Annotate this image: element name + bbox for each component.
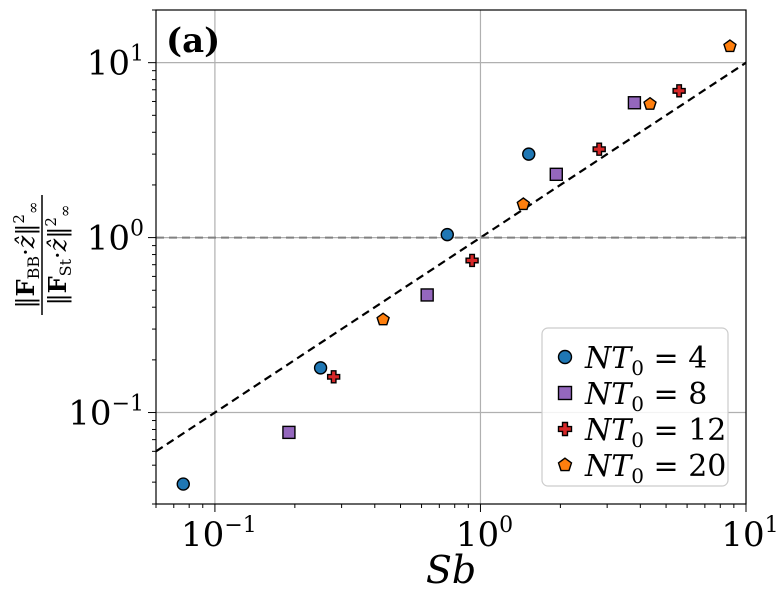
panel-label: (a) (166, 21, 220, 61)
y-axis-title: ‖FBB·ẑ‖2∞ ‖FSt·ẑ‖2∞ (10, 195, 75, 315)
plot-frame (155, 9, 747, 505)
data-point-series-3 (465, 253, 479, 268)
reference-lines (155, 61, 747, 453)
legend-marker-3 (557, 421, 573, 437)
legend-marker-1 (557, 349, 573, 365)
data-point-series-2 (549, 167, 563, 182)
data-point-series-4 (376, 312, 390, 326)
y-tick-label: 101 (87, 42, 144, 84)
data-point-series-2 (420, 288, 434, 302)
data-point-series-4 (643, 96, 657, 110)
data-point-series-2 (282, 425, 296, 440)
data-point-series-1 (313, 361, 328, 375)
x-axis-title: Sb (426, 548, 476, 592)
data-point-series-4 (723, 39, 737, 53)
identity-line (155, 61, 747, 453)
y-axis-title-numerator: ‖FBB·ẑ‖2∞ (10, 202, 43, 309)
legend-marker-4 (557, 457, 573, 472)
data-point-series-1 (440, 227, 454, 242)
data-point-series-3 (672, 84, 686, 98)
legend-label-1: NT0 = 4 (584, 341, 707, 380)
legend-box (541, 327, 729, 487)
y-tick-label: 100 (87, 217, 144, 259)
legend-label-3: NT0 = 12 (584, 413, 726, 452)
data-point-series-3 (326, 370, 341, 384)
data-points (176, 39, 737, 491)
data-point-series-4 (516, 197, 531, 211)
data-point-series-3 (592, 142, 606, 156)
x-tick-label: 10−1 (181, 513, 257, 555)
y-axis-title-denominator: ‖FSt·ẑ‖2∞ (42, 205, 75, 306)
x-tick-label: 101 (721, 513, 778, 555)
legend-label-2: NT0 = 8 (584, 377, 707, 416)
legend-marker-2 (557, 385, 573, 401)
y-tick-label: 10−1 (68, 392, 144, 434)
x-tick-label: 100 (456, 513, 513, 555)
ticks: 10−1 100 101 10−1 100 101 (68, 9, 779, 555)
legend-label-4: NT0 = 20 (584, 449, 726, 488)
data-point-series-1 (522, 147, 536, 161)
data-point-series-2 (627, 96, 642, 110)
data-point-series-1 (176, 477, 190, 491)
